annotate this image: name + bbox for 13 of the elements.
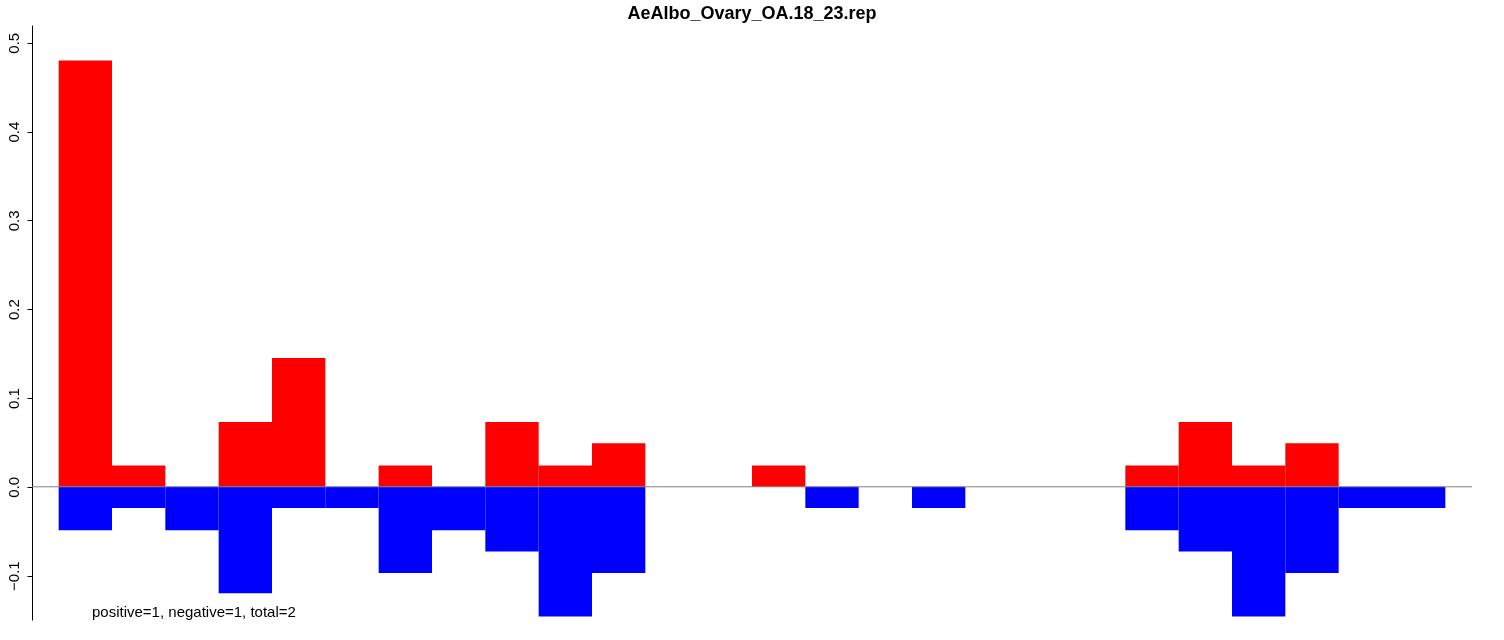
bar bbox=[805, 486, 859, 509]
y-tick-label: 0.4 bbox=[4, 121, 22, 143]
bar bbox=[912, 486, 966, 509]
chart-title: AeAlbo_Ovary_OA.18_23.rep bbox=[627, 3, 877, 23]
y-tick-label: 0.5 bbox=[4, 32, 22, 54]
y-tick-label: 0.0 bbox=[4, 476, 22, 498]
y-tick-label: 0.2 bbox=[4, 299, 22, 321]
bar bbox=[752, 465, 806, 487]
y-tick-label: −0.1 bbox=[4, 561, 22, 591]
annotation: positive=1, negative=1, total=2 bbox=[92, 603, 296, 620]
bar bbox=[378, 465, 432, 487]
y-tick-label: 0.1 bbox=[4, 388, 22, 409]
y-tick-label: 0.3 bbox=[4, 210, 22, 232]
